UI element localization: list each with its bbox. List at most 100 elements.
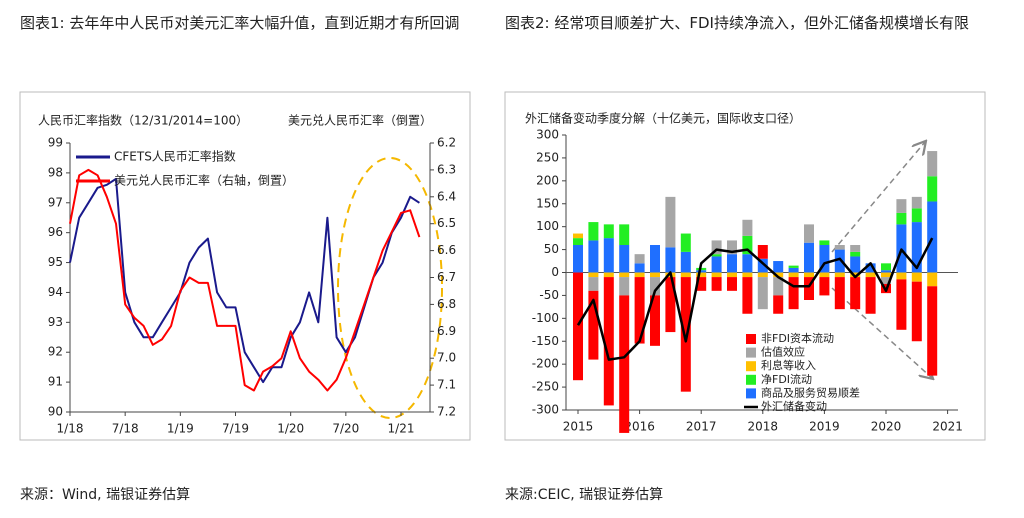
y-tick-label: 92 — [48, 345, 63, 359]
bar — [588, 290, 599, 360]
bar — [727, 254, 737, 273]
legend-swatch — [746, 347, 756, 358]
bar — [696, 277, 707, 291]
bar — [865, 277, 876, 314]
x-tick-label: 7/20 — [332, 422, 359, 436]
y-tick-label: 98 — [48, 165, 63, 179]
bar — [834, 245, 845, 250]
bar — [665, 277, 676, 333]
bar — [711, 277, 722, 291]
bar — [850, 272, 861, 278]
legend-swatch — [746, 361, 756, 372]
y-tick-label: 250 — [536, 150, 559, 164]
bar — [881, 270, 891, 273]
y2-tick-label: 6.9 — [437, 324, 456, 338]
bar — [573, 233, 583, 239]
y2-tick-label: 7.2 — [437, 405, 456, 419]
y2-tick-label: 6.8 — [437, 297, 456, 311]
bar — [650, 277, 660, 296]
bar — [634, 272, 645, 278]
y2-tick-label: 6.2 — [437, 136, 456, 150]
x-tick-label: 2019 — [809, 420, 840, 434]
bar — [834, 272, 845, 278]
bar — [619, 272, 630, 278]
bar — [927, 272, 938, 287]
y-tick-label: 300 — [536, 128, 559, 142]
bar — [650, 295, 660, 346]
y2-axis-label: 美元兑人民币汇率（倒置） — [288, 113, 432, 128]
bar — [650, 245, 660, 273]
highlight-ellipse — [337, 157, 443, 419]
y-tick-label: 90 — [48, 405, 63, 419]
trend-arrow — [831, 142, 925, 253]
bar — [819, 277, 830, 296]
bar — [911, 272, 922, 282]
legend-label: 净FDI流动 — [761, 372, 812, 386]
legend-label: 非FDI资本流动 — [761, 331, 834, 345]
bar — [850, 256, 861, 273]
y-tick-label: 50 — [544, 242, 559, 256]
y2-tick-label: 6.3 — [437, 162, 456, 176]
bar — [727, 272, 737, 278]
bar — [788, 267, 799, 273]
line-series — [576, 237, 934, 361]
legend-label: 外汇储备变动 — [761, 399, 827, 413]
bar — [804, 277, 814, 300]
bar — [865, 263, 876, 273]
bar — [850, 277, 861, 310]
bar — [573, 238, 583, 245]
bar — [896, 199, 907, 213]
x-tick-label: 2020 — [871, 420, 902, 434]
legend-label: 利息等收入 — [761, 358, 816, 372]
bar — [711, 256, 722, 273]
bar — [896, 279, 907, 330]
bar — [819, 240, 830, 245]
bar — [742, 277, 753, 314]
bar — [696, 272, 707, 278]
bar — [588, 277, 599, 291]
y-tick-label: 200 — [536, 173, 559, 187]
bar — [680, 233, 691, 252]
bar — [727, 277, 737, 291]
source: 来源：Wind, 瑞银证券估算 — [20, 487, 191, 503]
bar — [680, 277, 691, 392]
x-tick-label: 7/18 — [112, 422, 139, 436]
legend-label: CFETS人民币汇率指数 — [114, 149, 236, 164]
bar — [665, 247, 676, 273]
bar — [911, 196, 922, 209]
y-tick-label: -100 — [532, 311, 559, 325]
bar — [711, 254, 722, 257]
bar — [680, 272, 691, 278]
line-series — [69, 168, 421, 392]
legend-label: 估值效应 — [761, 345, 805, 359]
bar — [757, 245, 768, 259]
bar — [881, 263, 891, 271]
bar — [665, 196, 676, 248]
bar — [588, 222, 599, 241]
y-tick-label: 99 — [48, 136, 63, 150]
y-axis-label: 人民币汇率指数（12/31/2014=100） — [38, 113, 248, 128]
bar — [588, 240, 599, 273]
bar — [804, 242, 814, 273]
bar — [603, 224, 614, 239]
bar — [773, 295, 784, 314]
bar — [696, 270, 707, 273]
y2-tick-label: 6.4 — [437, 189, 456, 203]
x-tick-label: 1/20 — [277, 422, 304, 436]
legend-label: 美元兑人民币汇率（右轴，倒置） — [114, 173, 294, 188]
y-tick-label: 95 — [48, 255, 63, 269]
x-tick-label: 2018 — [748, 420, 779, 434]
bar — [788, 277, 799, 310]
x-tick-label: 1/21 — [388, 422, 415, 436]
bar — [619, 295, 630, 433]
y-tick-label: 93 — [48, 315, 63, 329]
y2-tick-label: 6.5 — [437, 216, 456, 230]
y-tick-label: 94 — [48, 285, 63, 299]
frame — [504, 91, 986, 441]
bar — [634, 277, 645, 344]
legend-swatch — [746, 388, 756, 399]
bar — [927, 176, 938, 202]
bar — [757, 258, 768, 273]
